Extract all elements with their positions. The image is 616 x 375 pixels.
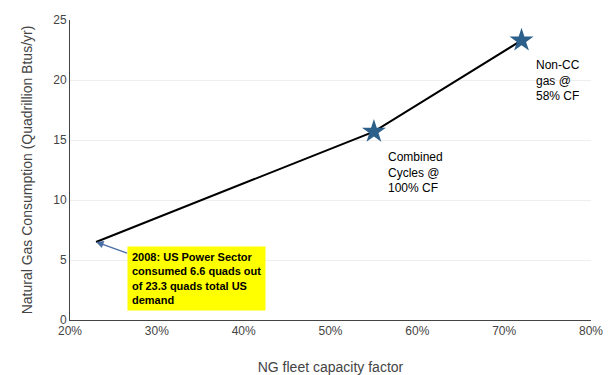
svg-text:50%: 50% bbox=[318, 324, 342, 338]
svg-text:Natural Gas Consumption (Quadr: Natural Gas Consumption (Quadrillion Btu… bbox=[19, 26, 35, 315]
svg-text:25: 25 bbox=[53, 13, 67, 27]
svg-text:80%: 80% bbox=[579, 324, 603, 338]
svg-text:70%: 70% bbox=[492, 324, 516, 338]
svg-text:5: 5 bbox=[60, 253, 67, 267]
svg-text:10: 10 bbox=[53, 193, 67, 207]
svg-text:20: 20 bbox=[53, 73, 67, 87]
svg-text:40%: 40% bbox=[232, 324, 256, 338]
svg-text:Non-CCgas @58% CF: Non-CCgas @58% CF bbox=[536, 58, 580, 103]
svg-text:15: 15 bbox=[53, 133, 67, 147]
svg-text:30%: 30% bbox=[145, 324, 169, 338]
svg-text:NG fleet capacity factor: NG fleet capacity factor bbox=[258, 359, 404, 375]
svg-text:20%: 20% bbox=[58, 324, 82, 338]
svg-text:0: 0 bbox=[60, 313, 67, 327]
svg-text:2008: US Power Sectorconsumed: 2008: US Power Sectorconsumed 6.6 quads … bbox=[132, 251, 261, 306]
svg-text:60%: 60% bbox=[405, 324, 429, 338]
svg-text:CombinedCycles @100% CF: CombinedCycles @100% CF bbox=[388, 150, 443, 195]
